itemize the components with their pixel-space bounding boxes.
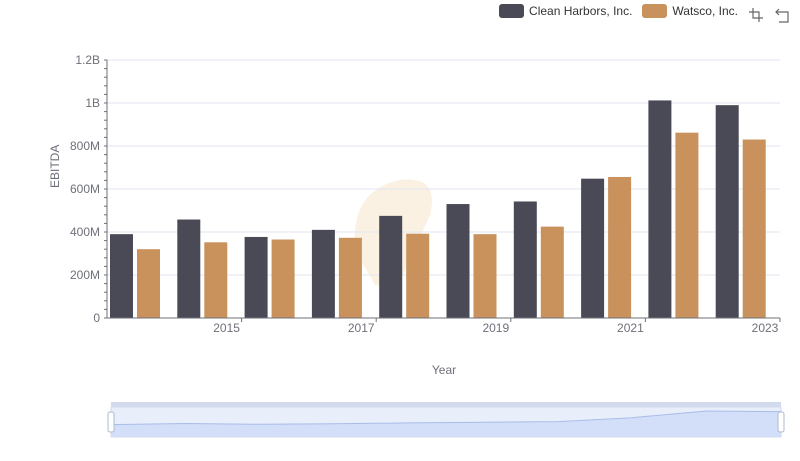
bar-watsco — [608, 176, 632, 318]
y-tick-label: 0 — [93, 311, 100, 325]
x-tick-label: 2021 — [617, 321, 644, 335]
x-tick-label: 2023 — [752, 321, 779, 335]
bar-clean-harbors — [715, 105, 739, 319]
y-tick-label: 200M — [70, 268, 100, 282]
legend-swatch — [499, 4, 525, 18]
zoom-handle-right — [777, 411, 785, 433]
legend-label: Clean Harbors, Inc. — [529, 4, 633, 18]
bar-series — [110, 100, 766, 319]
zoom-line — [110, 410, 782, 426]
bar-clean-harbors — [513, 201, 537, 318]
bar-watsco — [204, 242, 228, 318]
zoom-handle-bar — [111, 402, 781, 407]
bar-watsco — [338, 237, 362, 318]
legend-swatch — [642, 4, 668, 18]
bar-clean-harbors — [581, 178, 605, 318]
legend-label: Watsco, Inc. — [672, 4, 738, 18]
bar-clean-harbors — [446, 204, 470, 318]
legend: Clean Harbors, Inc. Watsco, Inc. — [499, 4, 738, 18]
bar-watsco — [271, 239, 295, 318]
bar-clean-harbors — [379, 215, 403, 318]
bar-clean-harbors — [244, 236, 268, 318]
zoom-reset-icon[interactable] — [774, 7, 790, 23]
y-axis: 0 200M 400M 600M 800M 1B 1.2B — [70, 53, 108, 325]
y-tick-label: 800M — [70, 139, 100, 153]
bar-watsco — [540, 226, 564, 318]
x-tick-label: 2019 — [482, 321, 509, 335]
bar-watsco — [473, 234, 497, 318]
bar-clean-harbors — [648, 100, 672, 318]
bar-watsco — [406, 233, 430, 318]
bar-clean-harbors — [110, 234, 133, 318]
y-tick-label: 1.2B — [75, 53, 100, 67]
bar-watsco — [675, 132, 699, 318]
y-axis-label: EBITDA — [48, 144, 62, 188]
y-tick-label: 600M — [70, 182, 100, 196]
x-tick-label: 2017 — [348, 321, 375, 335]
zoom-area — [111, 411, 781, 437]
bar-clean-harbors — [177, 219, 201, 318]
toolbox — [748, 7, 790, 23]
bar-clean-harbors — [311, 229, 335, 318]
x-axis: 2015 2017 2019 2021 2023 — [107, 317, 781, 335]
y-tick-label: 1B — [85, 96, 100, 110]
x-axis-label: Year — [431, 363, 457, 377]
x-tick-label: 2015 — [213, 321, 240, 335]
y-tick-label: 400M — [70, 225, 100, 239]
legend-item-watsco[interactable]: Watsco, Inc. — [642, 4, 738, 18]
legend-item-clean-harbors[interactable]: Clean Harbors, Inc. — [499, 4, 632, 18]
zoom-select-icon[interactable] — [748, 7, 764, 23]
bar-watsco — [137, 249, 160, 318]
zoom-handle-left — [107, 411, 115, 433]
data-zoom-slider[interactable] — [107, 402, 785, 438]
bar-watsco — [742, 139, 766, 318]
